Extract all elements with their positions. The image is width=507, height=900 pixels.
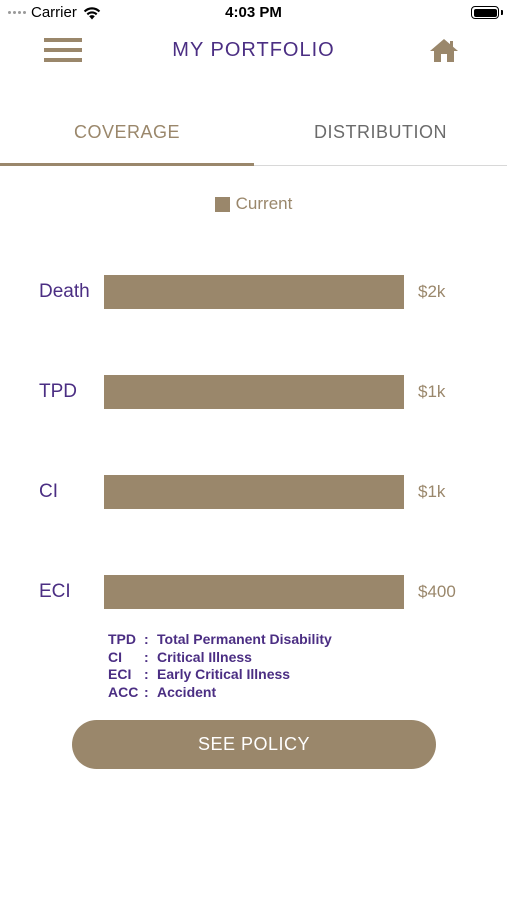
abbreviation-glossary: TPD: Total Permanent Disability CI: Critica… (108, 631, 332, 701)
bar-category-label: Death (39, 281, 90, 302)
chart-legend: Current (0, 194, 507, 214)
tab-coverage[interactable]: COVERAGE (73, 122, 181, 142)
glossary-abbreviation: ACC (108, 683, 139, 700)
bar-value-label: $1k (418, 482, 446, 501)
status-left: Carrier (8, 4, 101, 21)
legend-swatch-current (214, 196, 230, 212)
glossary-abbreviation: CI (108, 648, 122, 665)
chart-row: ECI $400 (0, 575, 507, 611)
status-time: 4:03 PM (225, 4, 282, 21)
glossary-separator: : (144, 648, 149, 665)
tab-distribution[interactable]: DISTRIBUTION (313, 122, 447, 142)
signal-strength-icon (8, 11, 26, 14)
nav-bar: MY PORTFOLIO (0, 26, 507, 76)
battery-icon (471, 6, 503, 19)
active-tab-indicator (0, 163, 254, 166)
bar-category-label: CI (39, 481, 58, 502)
wifi-icon (83, 6, 101, 19)
bar-category-label: TPD (39, 381, 77, 402)
bar[interactable] (104, 275, 404, 309)
tab-bar: COVERAGE DISTRIBUTION (0, 100, 507, 166)
glossary-term: Accident (157, 683, 217, 700)
glossary-separator: : (144, 683, 149, 700)
bar-value-label: $2k (418, 282, 446, 301)
bar[interactable] (104, 575, 404, 609)
glossary-term: Early Critical Illness (157, 666, 291, 682)
bar[interactable] (104, 375, 404, 409)
page-title: MY PORTFOLIO (172, 39, 335, 61)
chart-row: Death $2k (0, 275, 507, 311)
bar-value-label: $1k (418, 382, 446, 401)
glossary-row: TPD: Total Permanent Disability (108, 631, 332, 649)
glossary-separator: : (144, 631, 149, 647)
bar-value-label: $400 (418, 582, 456, 601)
glossary-row: ECI: Early Critical Illness (108, 666, 332, 684)
bar[interactable] (104, 475, 404, 509)
chart-row: CI $1k (0, 475, 507, 511)
see-policy-button[interactable]: SEE POLICY (72, 720, 436, 769)
glossary-abbreviation: ECI (108, 666, 132, 682)
glossary-row: ACC: Accident (108, 684, 332, 702)
carrier-label: Carrier (31, 4, 77, 21)
hamburger-menu-icon[interactable] (44, 38, 84, 64)
status-bar: Carrier 4:03 PM (0, 0, 507, 26)
glossary-term: Total Permanent Disability (157, 631, 332, 647)
glossary-term: Critical Illness (157, 648, 252, 665)
glossary-separator: : (144, 666, 149, 682)
chart-row: TPD $1k (0, 375, 507, 411)
legend-label-current: Current (235, 194, 293, 213)
glossary-abbreviation: TPD (108, 631, 136, 647)
glossary-row: CI: Critical Illness (108, 649, 332, 667)
home-icon[interactable] (428, 36, 460, 64)
bar-category-label: ECI (39, 581, 71, 602)
coverage-bar-chart: Death $2k TPD $1k CI $1k ECI $400 (0, 240, 507, 620)
